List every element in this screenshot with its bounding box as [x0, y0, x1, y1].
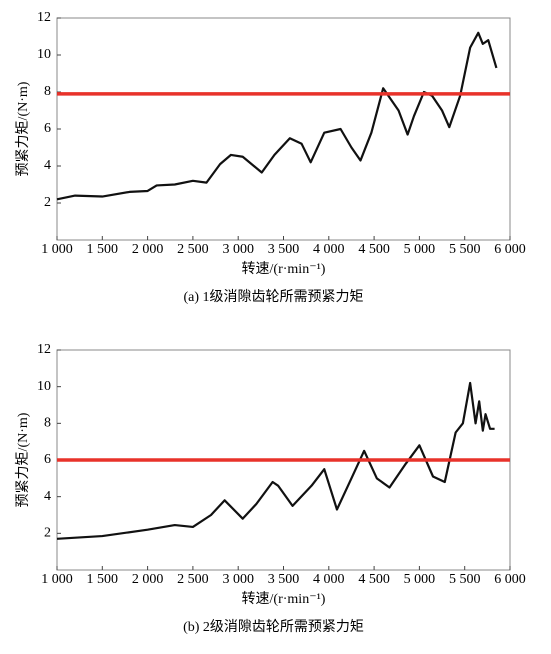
- x-tick-label: 1 500: [87, 242, 119, 257]
- x-axis-label: 转速/(r·min⁻¹): [242, 591, 326, 607]
- x-tick-label: 1 000: [41, 572, 73, 587]
- y-axis-label: 预紧力矩/(N·m): [15, 412, 31, 507]
- y-tick-label: 4: [44, 489, 51, 504]
- x-tick-label: 5 000: [404, 242, 436, 257]
- y-tick-label: 8: [44, 416, 51, 431]
- x-tick-label: 4 500: [358, 572, 390, 587]
- x-tick-label: 1 500: [87, 572, 119, 587]
- x-tick-label: 4 500: [358, 242, 390, 257]
- y-tick-label: 6: [44, 452, 51, 467]
- x-tick-label: 5 500: [449, 242, 481, 257]
- y-tick-label: 4: [44, 158, 51, 173]
- data-line: [56, 381, 495, 540]
- y-tick-label: 10: [37, 47, 51, 62]
- x-tick-label: 3 000: [222, 572, 254, 587]
- x-tick-label: 6 000: [494, 242, 526, 257]
- y-tick-label: 2: [44, 195, 51, 210]
- y-tick-label: 12: [37, 342, 51, 357]
- plot-frame: [56, 17, 511, 241]
- x-tick-label: 2 500: [177, 572, 209, 587]
- y-tick-label: 8: [44, 84, 51, 99]
- x-tick-label: 2 000: [132, 242, 164, 257]
- y-tick-label: 12: [37, 10, 51, 25]
- x-tick-label: 1 000: [41, 242, 73, 257]
- x-tick-label: 5 000: [404, 572, 436, 587]
- y-tick-label: 6: [44, 121, 51, 136]
- data-line: [56, 31, 498, 201]
- x-tick-label: 3 500: [268, 242, 300, 257]
- y-tick-label: 10: [37, 379, 51, 394]
- caption: (b) 2级消隙齿轮所需预紧力矩: [183, 619, 364, 635]
- y-axis-label: 预紧力矩/(N·m): [15, 81, 31, 176]
- x-tick-label: 3 500: [268, 572, 300, 587]
- x-tick-label: 4 000: [313, 572, 345, 587]
- y-tick-label: 2: [44, 526, 51, 541]
- x-tick-label: 4 000: [313, 242, 345, 257]
- x-tick-label: 5 500: [449, 572, 481, 587]
- x-tick-label: 6 000: [494, 572, 526, 587]
- x-tick-label: 3 000: [222, 242, 254, 257]
- x-tick-label: 2 000: [132, 572, 164, 587]
- x-tick-label: 2 500: [177, 242, 209, 257]
- x-axis-label: 转速/(r·min⁻¹): [242, 261, 326, 277]
- caption: (a) 1级消隙齿轮所需预紧力矩: [183, 289, 363, 305]
